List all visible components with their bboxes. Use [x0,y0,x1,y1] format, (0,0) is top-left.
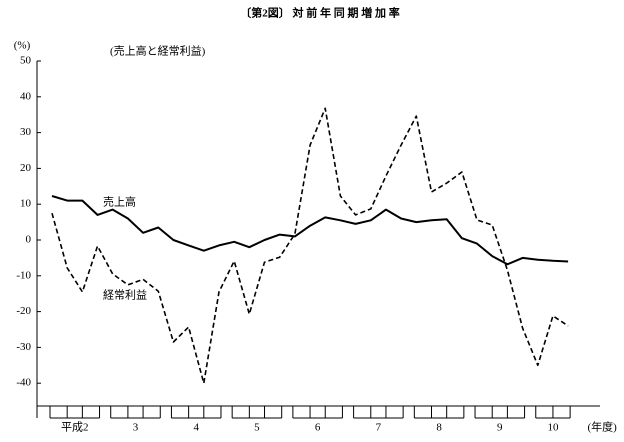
x-group-label: 3 [133,422,139,434]
x-group-label: 6 [315,422,321,434]
chart-subtitle: (売上高と経常利益) [110,44,206,58]
y-tick-label: 50 [20,55,32,67]
y-tick-label: -20 [16,305,31,317]
y-tick-label: 0 [26,234,32,246]
y-tick-label: -40 [16,377,31,389]
x-unit: (年度) [587,420,617,434]
y-tick-label: 30 [20,126,32,138]
x-group-label: 平成2 [61,421,89,434]
x-group-label: 4 [193,422,199,434]
y-tick-label: -30 [16,341,31,353]
series-line [51,195,569,266]
series-label: 売上高 [103,195,136,209]
y-tick-label: -10 [16,269,31,281]
chart-title: 〔第2図〕 対 前 年 同 期 増 加 率 [240,6,400,20]
x-group-label: 8 [436,422,442,434]
x-group-label: 5 [254,422,260,434]
x-group-label: 10 [547,422,559,434]
series-label: 経常利益 [103,288,147,302]
y-tick-label: 20 [20,162,32,174]
x-group-label: 7 [376,422,382,434]
y-tick-label: 40 [20,90,32,102]
series-line [51,107,569,384]
x-group-label: 9 [497,422,503,434]
y-axis-label: (%) [14,40,31,52]
y-tick-label: 10 [20,198,32,210]
